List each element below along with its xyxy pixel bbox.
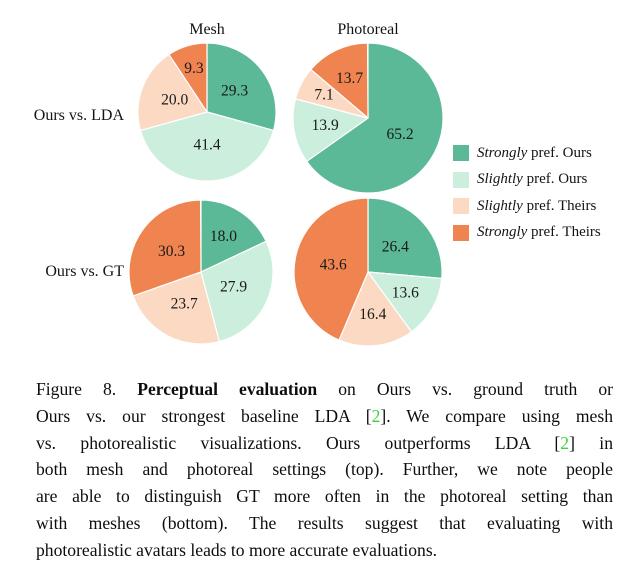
pie-photoreal-ours-vs-lda: 65.2 13.9 7.113.7	[292, 42, 444, 194]
legend-label: Slightly pref. Theirs	[477, 197, 597, 214]
caption-text: both mesh and photoreal settings (top). …	[36, 459, 613, 480]
pie-mesh-ours-vs-lda: 29.3 41.4 20.0 9.3	[137, 42, 277, 182]
legend-item-slightly-theirs: Slightly pref. Theirs	[453, 193, 601, 220]
pie-slice-strongly-theirs	[128, 199, 202, 297]
legend-label: Strongly pref. Theirs	[477, 224, 601, 241]
caption-line: both mesh and photoreal settings (top). …	[36, 456, 613, 483]
pie-slice-slightly-ours	[200, 240, 274, 343]
caption-text: on Ours vs. ground truth or	[317, 379, 613, 399]
caption-text: Ours vs. our strongest baseline LDA [	[36, 405, 372, 426]
caption-text: with meshes (bottom). The results sugges…	[36, 512, 613, 533]
slice-value-label: 27.9	[220, 279, 247, 296]
pie-slice-strongly-ours	[306, 42, 444, 194]
pie-slice-strongly-theirs	[310, 42, 369, 119]
pie-slice-slightly-theirs	[137, 53, 208, 132]
pie-slice-slightly-ours	[367, 271, 443, 333]
slice-value-label: 13.7	[336, 70, 363, 87]
pie-slice-slightly-theirs	[132, 271, 220, 345]
pie-slice-slightly-ours	[139, 111, 275, 182]
caption-line: Ours vs. our strongest baseline LDA [2].…	[36, 403, 613, 430]
caption-line: vs. photorealistic visualizations. Ours …	[36, 430, 613, 457]
citation-ref-2[interactable]: 2	[560, 432, 570, 453]
caption-line: photorealistic avatars leads to more acc…	[36, 537, 613, 562]
pie-mesh-ours-vs-gt: 18.0 27.9 23.7 30.3	[128, 199, 274, 345]
slice-value-label: 18.0	[210, 228, 237, 245]
caption-line: are able to distinguish GT more often in…	[36, 483, 613, 510]
column-title-mesh: Mesh	[189, 21, 225, 38]
legend-item-strongly-theirs: Strongly pref. Theirs	[453, 220, 601, 247]
row-label-ours-vs-gt: Ours vs. GT	[45, 263, 124, 280]
legend-item-slightly-ours: Slightly pref. Ours	[453, 167, 601, 194]
legend: Strongly pref. Ours Slightly pref. Ours Sl…	[453, 140, 601, 246]
caption-text: photorealistic avatars leads to more acc…	[36, 539, 438, 560]
slice-value-label: 65.2	[386, 126, 413, 143]
row-label-ours-vs-lda: Ours vs. LDA	[33, 107, 124, 124]
pie-slice-slightly-theirs	[338, 271, 413, 347]
slice-value-label: 7.1	[314, 87, 333, 104]
legend-swatch-strongly-ours	[453, 145, 469, 162]
slice-value-label: 43.6	[320, 256, 347, 273]
caption-text: vs. photorealistic visualizations. Ours …	[36, 432, 561, 453]
slice-value-label: 29.3	[221, 83, 248, 100]
caption-text: are able to distinguish GT more often in…	[36, 486, 613, 507]
pie-slice-strongly-theirs	[168, 42, 208, 113]
pie-charts-canvas: 29.3 41.4 20.0 9.3 65.2 13.9 7.113.7 18.0 27.9 23…	[128, 42, 444, 347]
figure-caption: Figure 8. Perceptual evaluation on Ours …	[36, 376, 613, 562]
citation-ref-2[interactable]: 2	[371, 405, 381, 426]
slice-value-label: 13.6	[392, 285, 419, 302]
slice-value-label: 9.3	[184, 60, 204, 77]
slice-value-label: 20.0	[161, 91, 188, 108]
caption-text: ]. We compare using mesh	[380, 405, 613, 426]
pie-slice-strongly-ours	[367, 197, 443, 280]
slice-value-label: 23.7	[171, 295, 198, 312]
slice-value-label: 26.4	[382, 239, 409, 256]
caption-line: with meshes (bottom). The results sugges…	[36, 510, 613, 537]
pie-photoreal-ours-vs-gt: 26.4 13.6 16.4 43.6	[293, 197, 443, 347]
caption-text: Figure 8.	[36, 379, 138, 399]
slice-value-label: 13.9	[312, 117, 339, 134]
pie-slice-strongly-ours	[206, 42, 277, 132]
caption-bold-text: Perceptual evaluation	[137, 379, 318, 399]
column-title-photoreal: Photoreal	[337, 21, 399, 38]
legend-label: Strongly pref. Ours	[477, 144, 592, 161]
legend-swatch-strongly-theirs	[453, 224, 469, 241]
pie-slice-strongly-ours	[200, 199, 267, 273]
pie-slice-strongly-theirs	[293, 197, 369, 341]
legend-label: Slightly pref. Ours	[477, 171, 588, 188]
legend-swatch-slightly-ours	[453, 171, 469, 188]
slice-value-label: 30.3	[158, 243, 185, 260]
pie-slice-slightly-ours	[292, 98, 369, 162]
caption-text: ] in	[569, 432, 613, 453]
slice-value-label: 16.4	[359, 306, 386, 323]
legend-item-strongly-ours: Strongly pref. Ours	[453, 140, 601, 167]
legend-swatch-slightly-theirs	[453, 198, 469, 215]
slice-value-label: 41.4	[193, 137, 220, 154]
caption-line: Figure 8. Perceptual evaluation on Ours …	[36, 376, 613, 403]
